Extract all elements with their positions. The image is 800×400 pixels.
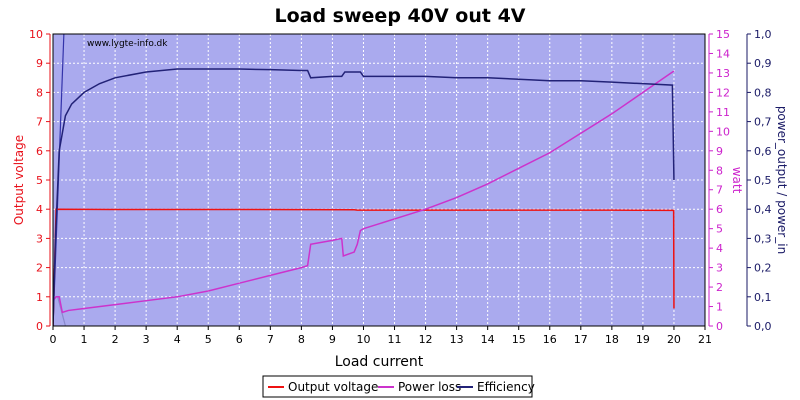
legend-label-power-loss: Power loss [398,380,461,394]
x-tick-label: 0 [50,333,57,346]
watt-tick-label: 8 [716,164,723,177]
x-tick-label: 16 [543,333,557,346]
legend-label-efficiency: Efficiency [477,380,535,394]
legend-label-output-voltage: Output voltage [288,380,378,394]
right-tick-label: 0,8 [754,86,772,99]
watt-tick-label: 12 [716,86,730,99]
series-power-loss [53,70,675,314]
x-tick-label: 7 [267,333,274,346]
watt-tick-label: 9 [716,145,723,158]
left-tick-label: 7 [36,116,43,129]
x-tick-label: 2 [112,333,119,346]
watt-tick-label: 10 [716,125,730,138]
left-tick-label: 2 [36,262,43,275]
x-tick-label: 13 [450,333,464,346]
x-tick-label: 19 [636,333,650,346]
left-axis: 0 1 2 3 4 5 6 7 8 9 10 [29,28,51,333]
right-tick-label: 1,0 [754,28,772,41]
watt-tick-label: 14 [716,47,730,60]
right-tick-label: 0,6 [754,145,772,158]
left-tick-label: 5 [36,174,43,187]
watt-tick-label: 0 [716,320,723,333]
x-tick-label: 9 [329,333,336,346]
x-axis: 0 1 2 3 4 5 6 7 8 9 10 11 12 13 14 15 16 17 18 19 20 21 [50,326,712,346]
x-tick-label: 4 [174,333,181,346]
watt-tick-label: 1 [716,301,723,314]
watt-tick-label: 5 [716,223,723,236]
x-tick-label: 3 [143,333,150,346]
watt-tick-label: 13 [716,67,730,80]
x-tick-label: 14 [481,333,495,346]
legend: Output voltage Power loss Efficiency [262,375,535,398]
right-tick-label: 0,7 [754,116,772,129]
x-axis-label: Load current [335,354,424,370]
left-tick-label: 4 [36,203,43,216]
left-tick-label: 1 [36,291,43,304]
x-tick-label: 11 [388,333,402,346]
left-axis-label: Output voltage [12,135,26,225]
x-tick-label: 18 [605,333,619,346]
watt-tick-label: 3 [716,262,723,275]
series-efficiency [53,68,675,326]
legend-box [262,375,533,398]
series-layer [53,34,675,326]
watt-tick-label: 2 [716,281,723,294]
x-tick-label: 17 [574,333,588,346]
right-tick-label: 0,3 [754,232,772,245]
x-tick-label: 6 [236,333,243,346]
right-tick-label: 0,2 [754,262,772,275]
right-tick-label: 0,9 [754,57,772,70]
left-tick-label: 9 [36,57,43,70]
x-tick-label: 20 [667,333,681,346]
chart-title: Load sweep 40V out 4V [274,5,525,27]
x-tick-label: 10 [356,333,370,346]
left-tick-label: 6 [36,145,43,158]
x-tick-label: 5 [205,333,212,346]
x-tick-label: 21 [698,333,712,346]
x-tick-label: 12 [419,333,433,346]
right-tick-label: 0,0 [754,320,772,333]
series-output-voltage [53,208,675,326]
watt-tick-label: 4 [716,242,723,255]
watt-tick-label: 11 [716,106,730,119]
watt-tick-label: 7 [716,184,723,197]
plot-frame [52,33,706,327]
x-tick-label: 1 [81,333,88,346]
left-tick-label: 8 [36,86,43,99]
right-axis-label: power_output / power_in [775,106,789,254]
right-axis: 0,0 0,1 0,2 0,3 0,4 0,5 0,6 0,7 0,8 0,9 1,0 [746,28,772,333]
watt-axis-label: watt [730,167,744,194]
left-tick-label: 10 [29,28,43,41]
right-tick-label: 0,5 [754,174,772,187]
right-tick-label: 0,1 [754,291,772,304]
watermark: www.lygte-info.dk [87,39,168,49]
left-tick-label: 3 [36,232,43,245]
x-tick-label: 15 [512,333,526,346]
watt-tick-label: 15 [716,28,730,41]
left-tick-label: 0 [36,320,43,333]
right-tick-label: 0,4 [754,203,772,216]
x-tick-label: 8 [298,333,305,346]
watt-tick-label: 6 [716,203,723,216]
